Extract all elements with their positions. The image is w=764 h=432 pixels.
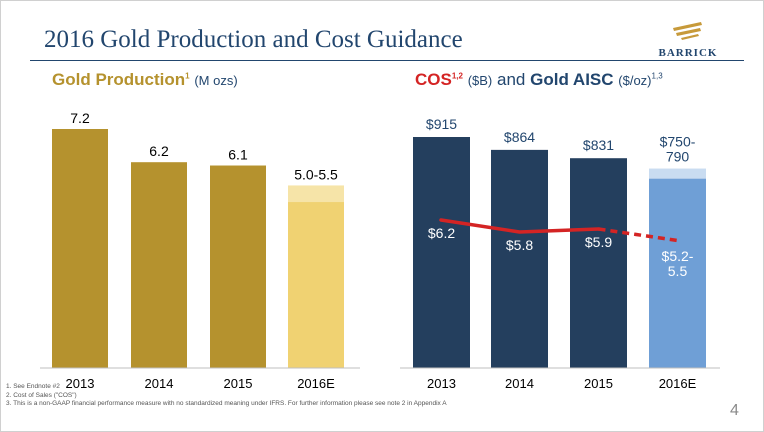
- gold-bar-range-2016e: [288, 185, 344, 203]
- logo-text: BARRICK: [658, 47, 718, 59]
- aisc-bar-2016e: [649, 178, 706, 368]
- gold-bar-2014: [131, 162, 187, 368]
- gold-category-label-2015: 2015: [224, 376, 253, 391]
- gold-production-unit: (M ozs): [194, 73, 238, 88]
- gold-bar-2013: [52, 129, 108, 368]
- aisc-value-label-2015: $831: [583, 137, 614, 153]
- aisc-bar-range-2016e: [649, 168, 706, 179]
- cos-value-label-2014: $5.8: [506, 237, 533, 253]
- cost-heading: COS1,2 ($B) and Gold AISC ($/oz)1,3: [415, 70, 663, 90]
- cos-value-label-2015: $5.9: [585, 234, 612, 250]
- cos-value-label-2016e: $5.2-: [662, 248, 694, 264]
- cos-line-solid: [439, 218, 601, 234]
- page-number: 4: [730, 402, 739, 419]
- cos-unit: ($B): [467, 73, 493, 88]
- gold-bar-2016e: [288, 202, 344, 368]
- footnote-2: 2. Cost of Sales ("COS"): [6, 391, 77, 399]
- cost-category-label-2014: 2014: [505, 376, 534, 391]
- gold-production-title: Gold Production: [52, 70, 186, 89]
- aisc-value-label-2016e-line2: 790: [666, 149, 690, 165]
- aisc-bar-2013: [413, 137, 470, 368]
- cost-category-label-2013: 2013: [427, 376, 456, 391]
- cos-value-label-2016e-line2: 5.5: [668, 263, 688, 279]
- aisc-value-label-2013: $915: [426, 116, 457, 132]
- gold-production-heading: Gold Production1 (M ozs): [52, 70, 238, 90]
- footnote-1: 1. See Endnote #2: [6, 383, 60, 390]
- gold-value-label-2015: 6.1: [228, 147, 248, 163]
- aisc-sup: 1,3: [651, 71, 663, 81]
- aisc-label: Gold AISC: [530, 70, 614, 89]
- gold-category-label-2013: 2013: [66, 376, 95, 391]
- aisc-bar-2015: [570, 158, 627, 368]
- aisc-value-label-2016e: $750-: [660, 134, 696, 150]
- gold-value-label-2016e: 5.0-5.5: [294, 166, 338, 182]
- cos-line-dashed: [598, 227, 682, 243]
- cos-label: COS: [415, 70, 452, 89]
- footnotes: 1. See Endnote #2 2. Cost of Sales ("COS…: [6, 383, 447, 409]
- cost-category-label-2015: 2015: [584, 376, 613, 391]
- cost-category-label-2016e: 2016E: [659, 376, 697, 391]
- cos-sup: 1,2: [451, 71, 463, 81]
- gold-category-label-2016e: 2016E: [297, 376, 335, 391]
- gold-bar-2015: [210, 165, 266, 368]
- gold-production-sup: 1: [185, 71, 190, 81]
- gold-value-label-2014: 6.2: [149, 143, 169, 159]
- slide-title: 2016 Gold Production and Cost Guidance: [44, 26, 463, 53]
- cos-value-label-2013: $6.2: [428, 225, 455, 241]
- barrick-logo: BARRICK: [648, 20, 728, 59]
- aisc-value-label-2014: $864: [504, 129, 535, 145]
- aisc-bar-2014: [491, 149, 548, 368]
- aisc-unit: ($/oz): [618, 73, 652, 88]
- footnote-3: 3. This is a non-GAAP financial performa…: [6, 400, 447, 407]
- and-text: and: [497, 70, 526, 89]
- gold-category-label-2014: 2014: [145, 376, 174, 391]
- gold-value-label-2013: 7.2: [70, 110, 90, 126]
- barrick-logo-icon: [673, 22, 702, 40]
- title-rule: [30, 60, 744, 61]
